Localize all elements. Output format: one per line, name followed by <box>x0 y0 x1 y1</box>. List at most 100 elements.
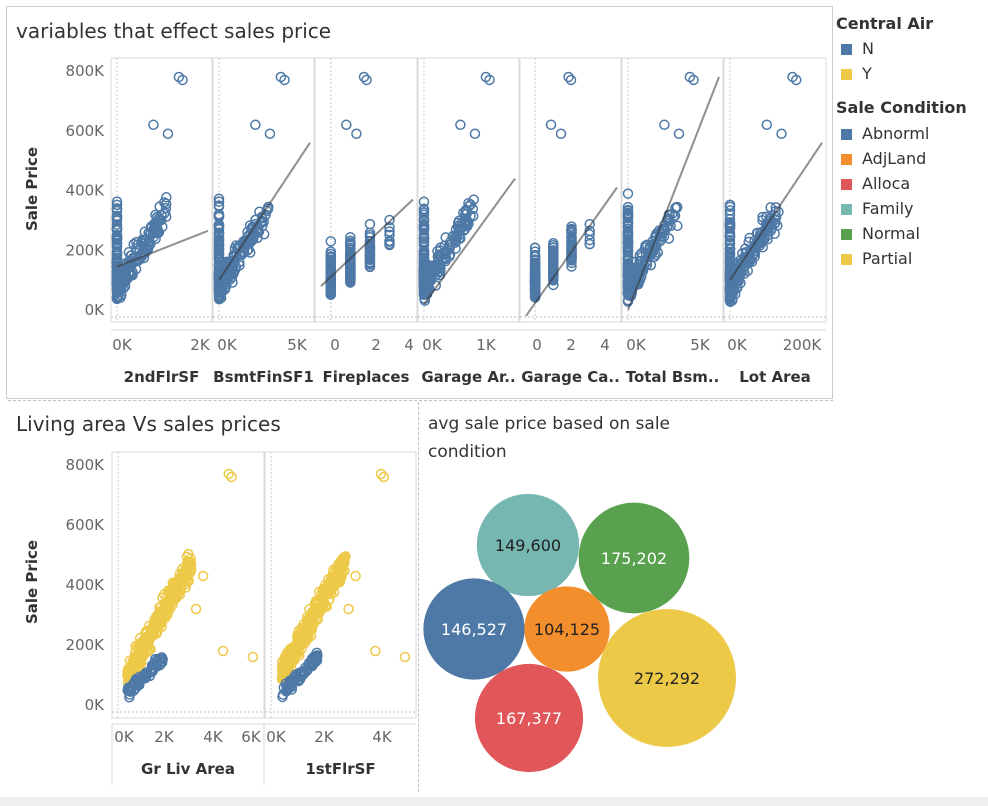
legend-sale-condition-title: Sale Condition <box>836 98 967 117</box>
top-data-point <box>548 242 559 254</box>
bubble-label-alloca: 167,377 <box>496 709 562 728</box>
bubble-abnorml <box>423 578 525 680</box>
top-data-point <box>325 256 337 267</box>
bubble-label-family: 149,600 <box>495 536 561 555</box>
top-data-point <box>529 246 541 257</box>
living-point-n <box>155 653 167 665</box>
living-point-y <box>168 591 180 603</box>
top-x-tick-label: 0 <box>532 336 542 354</box>
living-point-y <box>283 654 295 666</box>
living-point-n <box>138 669 150 681</box>
bubble-chart-title: avg sale price based on sale condition <box>428 414 671 462</box>
living-x-tick-label: 2K <box>314 728 335 746</box>
top-panel-frame <box>621 57 724 323</box>
legend-item-alloca[interactable]: Alloca <box>841 174 910 193</box>
top-data-point <box>384 239 395 251</box>
top-panel-frame <box>417 57 520 323</box>
top-data-point <box>213 196 225 207</box>
legend-item-partial[interactable]: Partial <box>841 249 912 268</box>
top-data-point <box>120 274 131 285</box>
living-point-y <box>322 586 334 597</box>
top-x-tick-label: 0K <box>727 336 748 354</box>
legend-item-y[interactable]: Y <box>841 64 872 83</box>
top-trend-line <box>218 142 311 281</box>
top-data-point <box>111 279 123 290</box>
top-data-point <box>364 256 376 268</box>
top-data-point <box>663 233 675 244</box>
top-outlier-point <box>361 74 372 86</box>
top-data-point <box>149 220 161 231</box>
top-data-point <box>111 231 123 243</box>
top-data-point <box>143 227 154 238</box>
top-trend-line <box>525 186 618 317</box>
bubble-adjland <box>524 586 610 672</box>
top-data-point <box>384 235 395 247</box>
top-data-point <box>548 271 559 282</box>
top-outlier-point <box>264 128 276 139</box>
top-data-point <box>325 278 337 289</box>
top-data-point <box>622 239 634 250</box>
legend-item-abnorml[interactable]: Abnorml <box>841 124 929 143</box>
legend-label-normal: Normal <box>862 224 920 243</box>
top-data-point <box>622 208 634 219</box>
top-data-point <box>364 235 376 247</box>
legend-label-alloca: Alloca <box>862 174 911 193</box>
top-data-point <box>724 285 736 296</box>
top-data-point <box>150 233 161 245</box>
legend-swatch-abnorml <box>841 129 852 140</box>
top-data-point <box>345 268 356 279</box>
living-outlier-point <box>343 603 354 615</box>
top-data-point <box>213 290 225 302</box>
top-data-point <box>769 228 780 239</box>
legend-swatch-family <box>841 204 852 215</box>
top-data-point <box>111 203 123 215</box>
legend-item-adjland[interactable]: AdjLand <box>841 149 926 168</box>
living-x-tick-label: 0K <box>114 728 135 746</box>
top-data-point <box>634 258 646 270</box>
top-x-axis-title: BsmtFinSF1 <box>213 368 314 386</box>
top-outlier-point <box>148 119 159 131</box>
top-data-point <box>659 219 670 231</box>
living-point-y <box>331 563 342 574</box>
top-panel-frame <box>212 57 315 323</box>
living-outlier-point <box>378 471 390 483</box>
top-data-point <box>418 196 430 207</box>
living-x-tick-label: 4K <box>372 728 393 746</box>
top-data-point <box>345 238 356 250</box>
top-data-point <box>672 220 683 232</box>
living-point-y <box>146 623 157 635</box>
living-y-tick-label: 0K <box>85 696 106 714</box>
top-outlier-point <box>776 128 787 139</box>
top-data-point <box>418 262 430 274</box>
living-x-tick-label: 6K <box>241 728 262 746</box>
top-data-point <box>418 229 430 240</box>
top-outlier-point <box>162 128 174 139</box>
top-data-point <box>418 250 430 262</box>
legend-item-normal[interactable]: Normal <box>841 224 920 243</box>
legend-central-air-title: Central Air <box>836 14 934 33</box>
top-y-tick-label: 400K <box>66 182 106 200</box>
living-outlier-point <box>370 645 381 657</box>
living-point-y <box>320 579 331 591</box>
top-data-point <box>220 281 231 293</box>
top-data-point <box>434 266 445 278</box>
top-trend-line <box>423 177 516 305</box>
top-data-point <box>529 260 541 271</box>
top-data-point <box>225 267 237 279</box>
top-x-tick-label: 0 <box>330 336 340 354</box>
living-point-y <box>157 592 168 603</box>
top-x-axis-title: Lot Area <box>739 368 811 386</box>
living-point-y <box>293 625 305 636</box>
living-point-y <box>290 639 302 650</box>
top-data-point <box>364 261 376 272</box>
legend-item-n[interactable]: N <box>841 39 874 58</box>
legend-item-family[interactable]: Family <box>841 199 913 218</box>
top-data-point <box>529 276 541 287</box>
top-data-point <box>364 241 376 253</box>
bubble-partial <box>598 609 736 747</box>
top-x-tick-label: 0K <box>112 336 133 354</box>
living-point-n <box>292 670 303 682</box>
top-data-point <box>622 211 634 223</box>
top-x-tick-label: 2 <box>371 336 381 354</box>
top-data-point <box>566 230 577 242</box>
